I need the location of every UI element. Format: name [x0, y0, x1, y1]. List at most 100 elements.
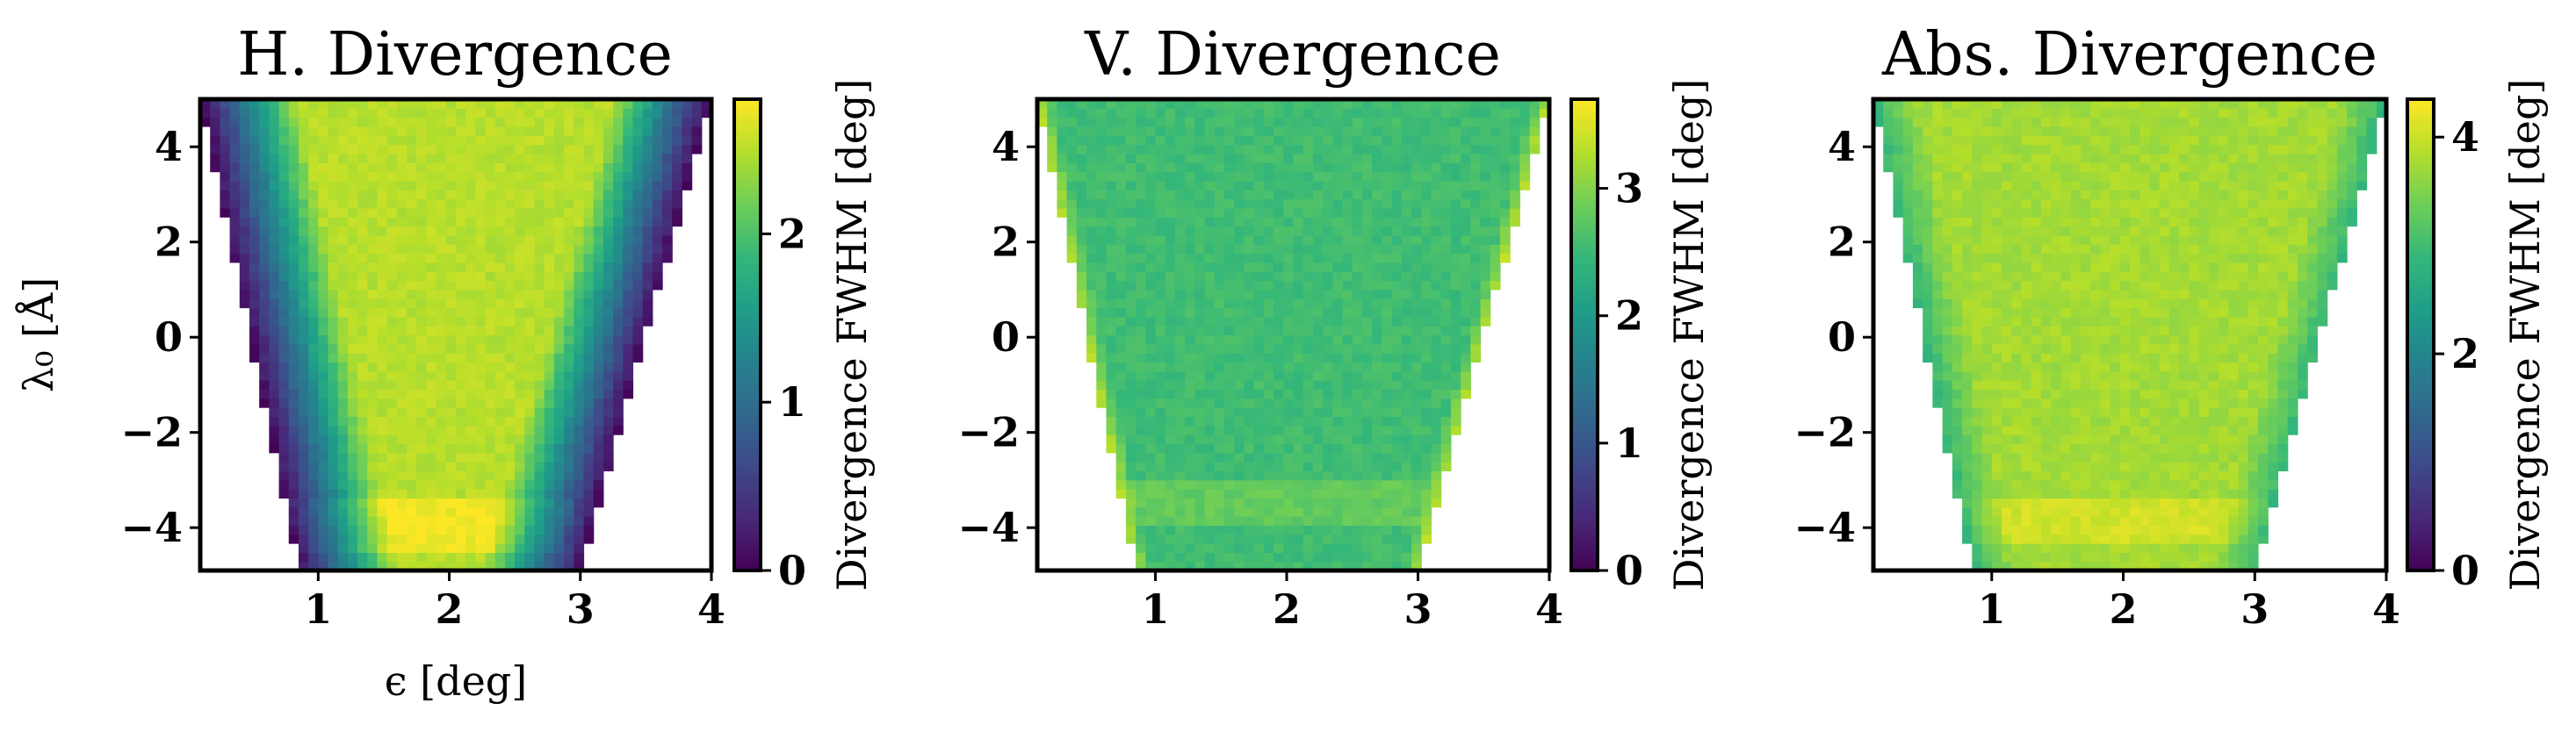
heatmap-cell — [1263, 280, 1274, 291]
colorbar-segment — [1571, 342, 1598, 348]
heatmap-cell — [1125, 462, 1136, 472]
heatmap-cell — [1274, 506, 1284, 517]
heatmap-cell — [1440, 207, 1452, 218]
colorbar-segment — [734, 563, 761, 568]
heatmap-cell — [465, 253, 476, 263]
colorbar-segment — [734, 233, 761, 238]
heatmap-cell — [1302, 326, 1314, 336]
heatmap-cell — [445, 280, 457, 291]
heatmap-cell — [2219, 443, 2229, 454]
heatmap-cell — [407, 462, 417, 472]
heatmap-cell — [1194, 353, 1206, 363]
heatmap-cell — [553, 326, 565, 336]
heatmap-cell — [1342, 108, 1353, 118]
heatmap-cell — [337, 217, 349, 227]
heatmap-cell — [239, 171, 250, 182]
heatmap-cell — [357, 262, 368, 272]
heatmap-cell — [593, 280, 604, 291]
heatmap-cell — [534, 434, 545, 445]
heatmap-cell — [1204, 226, 1216, 236]
heatmap-cell — [1086, 162, 1097, 173]
heatmap-cell — [1382, 117, 1393, 127]
heatmap-cell — [1165, 443, 1176, 454]
heatmap-cell — [1382, 234, 1393, 245]
heatmap-cell — [564, 117, 574, 127]
heatmap-cell — [1283, 326, 1295, 336]
heatmap-cell — [1244, 407, 1255, 418]
heatmap-cell — [269, 108, 280, 118]
heatmap-cell — [1244, 326, 1255, 336]
heatmap-cell — [1312, 353, 1324, 363]
heatmap-cell — [1470, 289, 1482, 299]
heatmap-cell — [416, 407, 428, 418]
heatmap-cell — [456, 434, 466, 445]
heatmap-cell — [1096, 108, 1108, 118]
heatmap-cell — [2031, 462, 2042, 472]
heatmap-cell — [534, 126, 545, 136]
heatmap-cell — [416, 552, 428, 563]
heatmap-cell — [524, 334, 536, 345]
colorbar-segment — [1571, 118, 1598, 124]
heatmap-cell — [515, 498, 525, 508]
heatmap-cell — [2258, 534, 2269, 544]
heatmap-cell — [1302, 525, 1314, 535]
heatmap-cell — [1981, 452, 1993, 463]
heatmap-cell — [278, 207, 290, 218]
heatmap-cell — [1411, 407, 1422, 418]
heatmap-cell — [1115, 416, 1127, 427]
heatmap-cell — [1174, 462, 1186, 472]
heatmap-cell — [298, 316, 309, 327]
heatmap-cell — [1323, 226, 1333, 236]
heatmap-cell — [1185, 326, 1195, 336]
heatmap-cell — [1057, 144, 1068, 154]
heatmap-cell — [1125, 135, 1136, 146]
heatmap-cell — [613, 271, 624, 282]
heatmap-cell — [347, 380, 358, 391]
heatmap-cell — [1411, 498, 1422, 508]
heatmap-cell — [1382, 489, 1393, 499]
heatmap-cell — [544, 407, 555, 418]
heatmap-cell — [249, 217, 260, 227]
heatmap-cell — [1372, 144, 1382, 154]
heatmap-cell — [1234, 479, 1245, 490]
heatmap-cell — [288, 171, 299, 182]
heatmap-cell — [1382, 543, 1393, 553]
heatmap-cell — [1991, 561, 2002, 571]
heatmap-cell — [613, 190, 624, 200]
x-tick-label: 3 — [566, 585, 595, 633]
heatmap-cell — [377, 343, 388, 354]
heatmap-cell — [347, 443, 358, 454]
heatmap-cell — [1342, 561, 1353, 571]
heatmap-cell — [2090, 443, 2101, 454]
heatmap-cell — [1372, 452, 1382, 463]
heatmap-cell — [2070, 561, 2082, 571]
heatmap-cell — [1372, 362, 1382, 372]
heatmap-cell — [396, 289, 408, 299]
heatmap-cell — [632, 217, 644, 227]
heatmap-cell — [524, 190, 536, 200]
heatmap-cell — [407, 217, 417, 227]
heatmap-cell — [1470, 326, 1482, 336]
heatmap-cell — [662, 244, 673, 255]
heatmap-cell — [1155, 244, 1166, 255]
heatmap-cell — [475, 316, 487, 327]
heatmap-cell — [367, 244, 379, 255]
heatmap-cell — [1450, 153, 1461, 163]
heatmap-cell — [1480, 198, 1491, 209]
heatmap-cell — [377, 198, 388, 209]
heatmap-cell — [1972, 525, 1983, 535]
heatmap-cell — [1342, 198, 1353, 209]
heatmap-cell — [1361, 489, 1373, 499]
heatmap-cell — [593, 289, 604, 299]
heatmap-cell — [662, 126, 673, 136]
colorbar-segment — [1571, 433, 1598, 438]
heatmap-cell — [1981, 434, 1993, 445]
heatmap-cell — [574, 434, 585, 445]
heatmap-cell — [1302, 407, 1314, 418]
heatmap-cell — [386, 207, 398, 218]
heatmap-cell — [200, 117, 211, 127]
heatmap-cell — [494, 126, 506, 136]
heatmap-cell — [1185, 207, 1195, 218]
heatmap-cell — [386, 126, 398, 136]
